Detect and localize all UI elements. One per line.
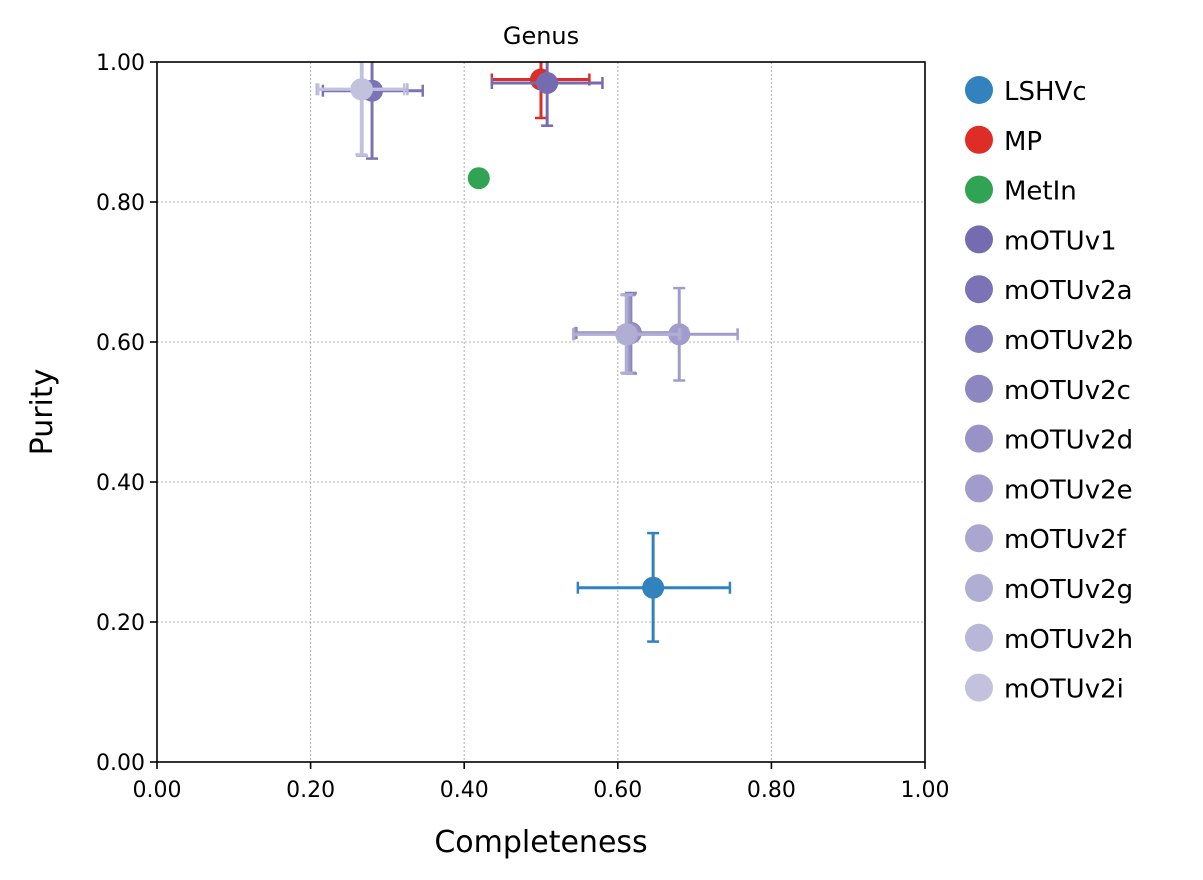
y-tick-label: 0.80 [96,191,145,216]
x-tick-label: 1.00 [901,778,950,803]
data-point-lshvc [642,576,665,599]
legend-item: mOTUv2g [965,574,1133,605]
legend-marker [965,474,993,503]
legend-marker [965,574,993,602]
legend-marker [965,524,993,553]
x-tick-label: 0.00 [133,778,182,803]
series-motuv2i [317,62,406,156]
legend-label: mOTUv2d [1004,426,1133,456]
plot-frame [156,61,926,763]
legend-item: mOTUv2e [965,474,1133,505]
data-marks [315,62,739,643]
legend-item: mOTUv1 [965,225,1117,256]
data-point-metin [467,167,490,190]
legend-label: mOTUv2e [1004,475,1133,505]
legend-marker [965,325,993,353]
y-axis-label: Purity [25,369,60,456]
axis-ticks: 0.00 0.20 0.40 0.60 0.80 1.00 0.00 0.20 0.40 0.60… [96,51,949,803]
legend-item: mOTUv2h [965,623,1133,655]
data-point-motuv2g [615,323,638,346]
data-point-motuv2i [350,78,373,101]
legend-item: MP [965,125,1042,157]
legend-marker [965,76,993,104]
legend-marker [965,673,993,702]
legend-marker [965,125,993,154]
legend-marker [965,623,993,652]
legend-item: LSHVc [965,76,1087,107]
legend-marker [965,175,993,204]
legend-label: mOTUv2b [1004,326,1133,356]
legend-label: MP [1004,127,1042,157]
grid [157,62,925,762]
legend-label: mOTUv2g [1004,575,1133,605]
y-tick-label: 0.40 [96,471,145,496]
legend-label: mOTUv1 [1004,226,1117,256]
x-axis-label: Completeness [434,825,647,860]
y-tick-label: 1.00 [96,51,145,76]
legend-item: mOTUv2b [965,325,1133,356]
legend-label: LSHVc [1004,77,1087,107]
series-motuv2g [572,293,681,375]
legend-label: mOTUv2c [1004,376,1131,406]
legend: LSHVc MP MetIn mOTUv1 mOTUv2a mOTUv2b mOTUv2c m… [965,76,1133,705]
legend-label: mOTUv2a [1004,276,1133,306]
legend-label: mOTUv2h [1004,625,1133,655]
legend-marker [965,424,993,453]
series-lshvc [576,531,732,643]
y-tick-label: 0.60 [96,331,145,356]
legend-item: mOTUv2i [965,673,1124,705]
legend-item: mOTUv2c [965,374,1131,406]
legend-label: mOTUv2i [1004,675,1124,705]
chart-title: Genus [503,22,579,50]
x-tick-label: 0.60 [593,778,642,803]
legend-label: mOTUv2f [1004,525,1127,555]
y-tick-label: 0.00 [96,751,145,776]
legend-item: MetIn [965,175,1077,207]
x-tick-label: 0.80 [747,778,796,803]
series-metin [467,167,490,190]
x-tick-label: 0.20 [286,778,335,803]
data-point-motuv1 [536,72,559,94]
y-tick-label: 0.20 [96,611,145,636]
legend-item: mOTUv2d [965,424,1133,456]
legend-label: MetIn [1004,177,1077,207]
legend-marker [965,225,993,254]
legend-item: mOTUv2f [965,524,1127,555]
legend-marker [965,275,993,304]
series-motuv1 [490,62,604,127]
x-tick-label: 0.40 [440,778,489,803]
series-motuv2a [321,62,424,160]
legend-item: mOTUv2a [965,275,1133,306]
legend-marker [965,374,993,403]
